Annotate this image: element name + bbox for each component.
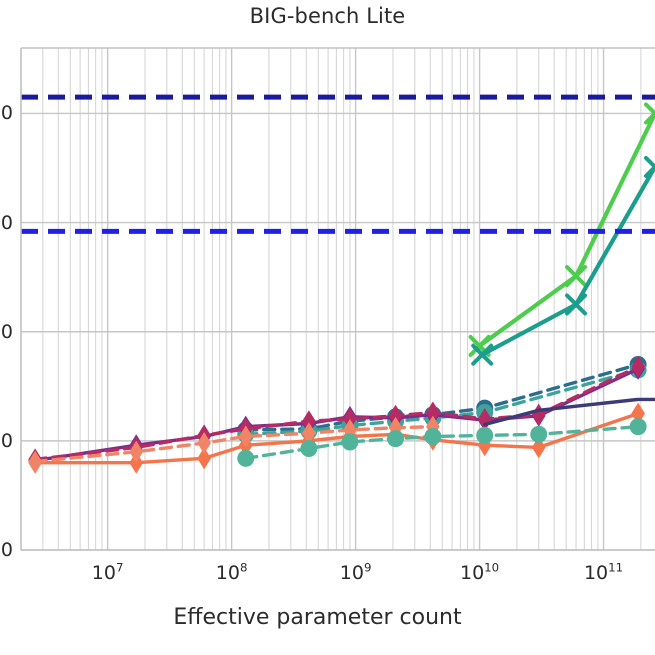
grid-minor-vertical xyxy=(20,48,642,550)
series-orange-diamond-dashed-marker xyxy=(197,432,211,455)
series-magenta-diamond-dashed-marker xyxy=(302,410,316,433)
x-tick-mantissa: 10 xyxy=(215,562,240,584)
y-tick-label: 0 xyxy=(0,102,13,125)
series-orange-diamond-dashed-line xyxy=(33,424,435,464)
x-tick-label: 1011 xyxy=(584,562,623,584)
series-seafoam-circle-dashed-marker xyxy=(300,440,318,458)
series-magenta-diamond-dashed-marker xyxy=(631,355,645,378)
series-seafoam-circle-dashed-marker xyxy=(629,418,647,436)
x-tick-exponent: 9 xyxy=(363,560,372,575)
y-tick-label: 0 xyxy=(0,539,13,561)
series-orange-diamond-dashed xyxy=(28,415,440,473)
series-teal-x-marker xyxy=(471,343,494,366)
series-seafoam-circle-dashed-marker xyxy=(237,449,255,467)
series-seafoam-circle-dashed-marker xyxy=(387,430,405,448)
series-teal-x-marker xyxy=(644,155,655,178)
series-seafoam-circle-dashed-marker xyxy=(530,425,548,443)
series-layer xyxy=(28,102,655,474)
y-tick-label: 0 xyxy=(0,211,13,234)
series-green-x xyxy=(468,102,655,357)
plot-background xyxy=(21,48,655,550)
x-tick-mantissa: 10 xyxy=(459,562,485,584)
grid-major-vertical xyxy=(106,48,605,550)
x-tick-exponent: 7 xyxy=(115,560,124,575)
series-orange-diamond-dashed-marker xyxy=(28,450,42,473)
series-seafoam-circle-dashed-marker xyxy=(476,426,494,444)
series-orange-diamond-dashed-marker xyxy=(129,440,144,463)
axis-spines xyxy=(20,47,655,551)
series-navy-solid-line xyxy=(483,397,655,427)
x-tick-mantissa: 10 xyxy=(583,562,609,584)
series-seafoam-circle-dashed-marker xyxy=(341,433,359,451)
x-tick-exponent: 10 xyxy=(484,560,500,575)
x-tick-label: 108 xyxy=(216,562,248,584)
y-tick-label: 0 xyxy=(0,429,13,452)
x-axis-label: Effective parameter count xyxy=(173,605,462,630)
reference-lines xyxy=(21,94,655,234)
series-orange-diamond-solid-marker xyxy=(197,447,211,470)
series-green-x-marker xyxy=(644,102,655,125)
series-orange-diamond-solid-marker xyxy=(531,436,546,459)
x-tick-exponent: 8 xyxy=(239,560,248,575)
series-teal-x xyxy=(471,155,655,366)
x-tick-mantissa: 10 xyxy=(91,562,116,584)
series-magenta-diamond-dashed-marker xyxy=(388,404,403,427)
y-tick-label: 0 xyxy=(0,320,13,343)
series-navy-solid xyxy=(483,397,655,427)
series-orange-diamond-dashed-marker xyxy=(302,422,316,445)
x-tick-exponent: 11 xyxy=(608,560,624,575)
series-magenta-diamond-dashed-marker xyxy=(531,403,546,426)
series-green-x-marker xyxy=(565,265,588,288)
series-orange-diamond-dashed-marker xyxy=(238,425,253,448)
x-tick-label: 107 xyxy=(92,562,124,584)
series-seafoam-circle-dashed xyxy=(237,418,647,467)
x-tick-mantissa: 10 xyxy=(339,562,364,584)
page-title: BIG-bench Lite xyxy=(249,4,406,28)
series-magenta-diamond-dashed-marker xyxy=(426,401,440,424)
x-tick-label: 109 xyxy=(340,562,372,584)
series-orange-diamond-solid-marker xyxy=(631,402,645,425)
x-tick-label: 1010 xyxy=(460,562,499,584)
series-seafoam-circle-dashed-marker xyxy=(424,428,442,446)
series-teal-x-marker xyxy=(565,293,588,316)
